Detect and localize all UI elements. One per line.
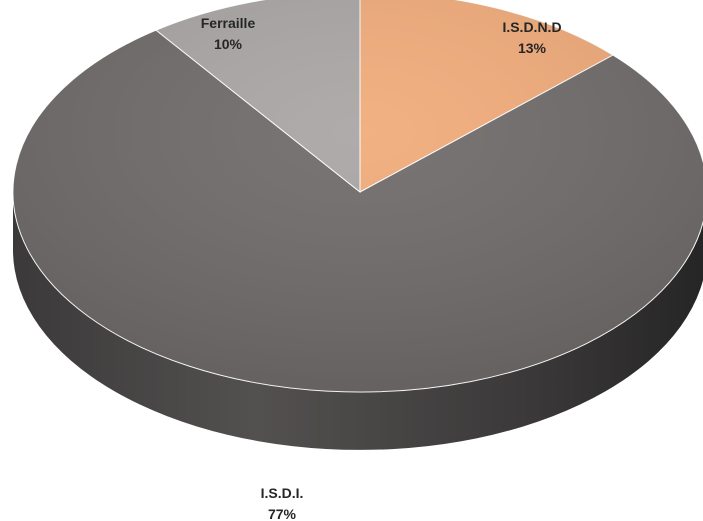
data-label-value-2: 77%	[268, 506, 297, 521]
data-label-value-3: 10%	[214, 36, 243, 52]
pie-top-layer	[12, 0, 703, 393]
data-label-category-1: I.S.D.N.D	[502, 19, 561, 35]
pie-label-layer: I.S.D.N.D 13% I.S.D.I. 77% Ferraille 10%	[201, 15, 562, 521]
data-label-category-3: Ferraille	[201, 15, 256, 31]
data-label-value-1: 13%	[518, 40, 547, 56]
data-label-category-2: I.S.D.I.	[261, 485, 304, 501]
